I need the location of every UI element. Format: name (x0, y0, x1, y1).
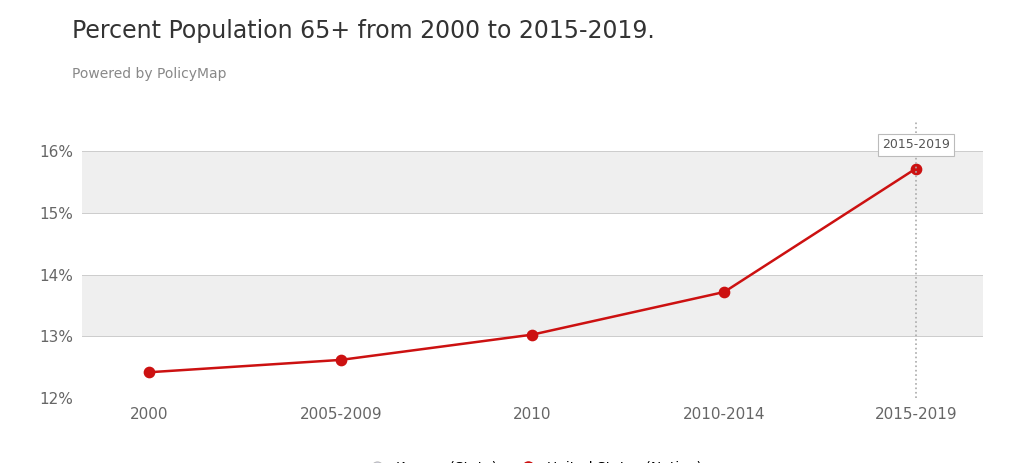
Bar (82, 120, 983, 151)
Point (141, 369, 158, 376)
Point (333, 356, 349, 363)
Bar (82, 213, 983, 275)
Point (907, 165, 924, 172)
Text: 2015-2019: 2015-2019 (882, 138, 950, 151)
Bar (82, 275, 983, 337)
Bar (82, 151, 983, 213)
Point (524, 331, 541, 338)
Text: Percent Population 65+ from 2000 to 2015-2019.: Percent Population 65+ from 2000 to 2015… (72, 19, 654, 43)
Point (716, 288, 732, 296)
Text: Powered by PolicyMap: Powered by PolicyMap (72, 67, 226, 81)
Bar (82, 337, 983, 398)
Legend: Kansas (State), United States (Nation): Kansas (State), United States (Nation) (357, 455, 708, 463)
